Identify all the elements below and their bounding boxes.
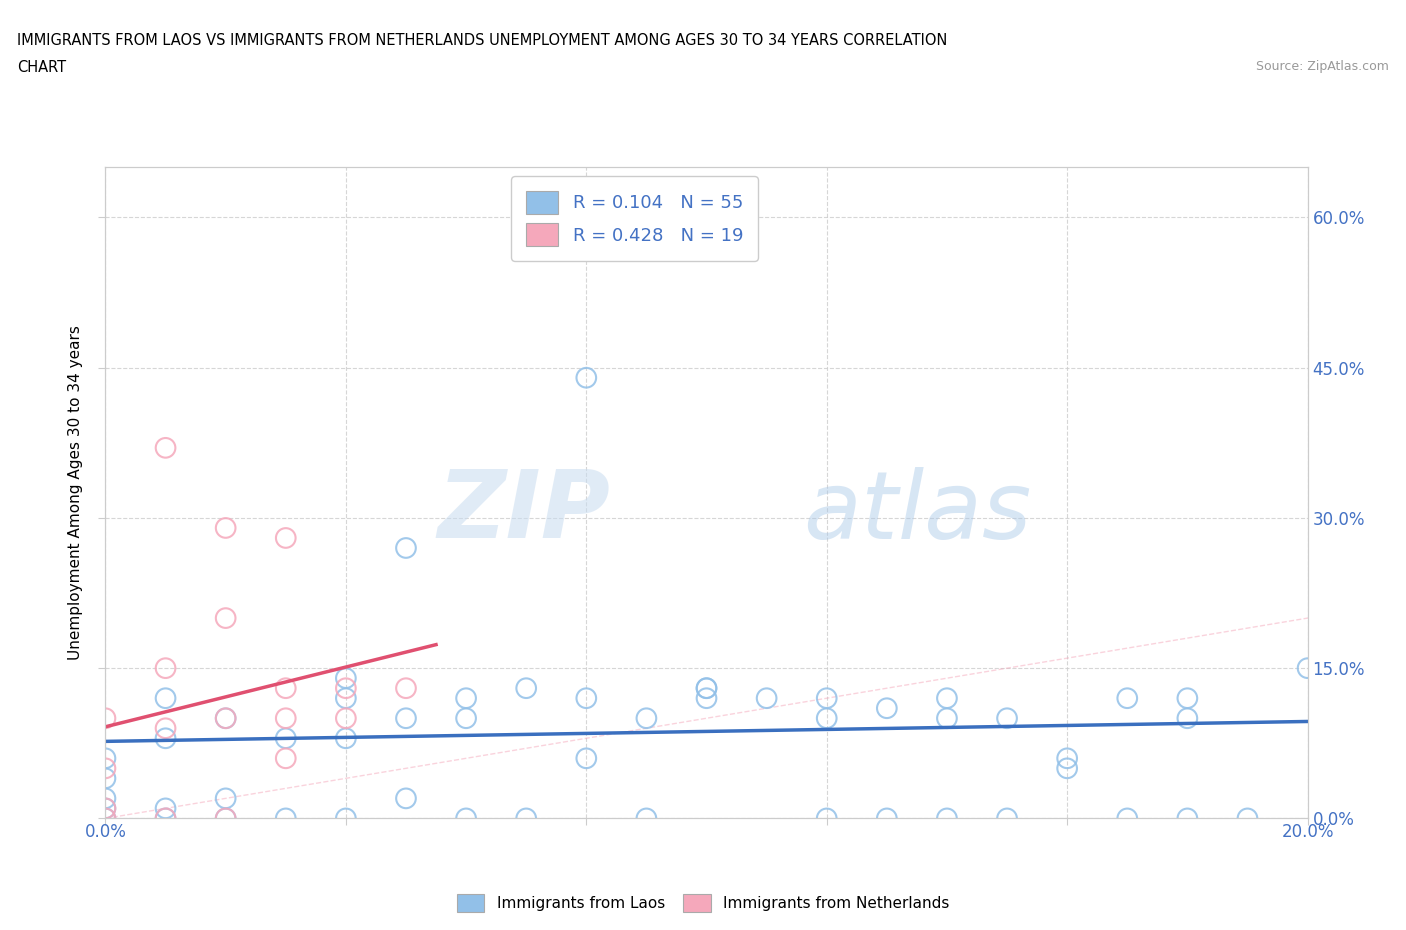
Point [274, 711, 297, 725]
Legend: Immigrants from Laos, Immigrants from Netherlands: Immigrants from Laos, Immigrants from Ne… [451, 888, 955, 918]
Point [815, 811, 838, 826]
Point [94, 751, 117, 765]
Point [1175, 811, 1198, 826]
Point [395, 711, 418, 725]
Text: IMMIGRANTS FROM LAOS VS IMMIGRANTS FROM NETHERLANDS UNEMPLOYMENT AMONG AGES 30 T: IMMIGRANTS FROM LAOS VS IMMIGRANTS FROM … [17, 33, 948, 47]
Point [94, 771, 117, 786]
Point [214, 790, 236, 805]
Point [94, 801, 117, 816]
Point [696, 681, 718, 696]
Point [274, 751, 297, 765]
Text: ZIP: ZIP [437, 467, 610, 558]
Point [214, 711, 236, 725]
Point [94, 761, 117, 776]
Point [936, 811, 959, 826]
Point [214, 811, 236, 826]
Point [335, 811, 357, 826]
Point [1056, 751, 1078, 765]
Point [876, 701, 898, 716]
Point [335, 691, 357, 706]
Point [274, 681, 297, 696]
Point [335, 671, 357, 685]
Point [214, 811, 236, 826]
Point [155, 441, 177, 456]
Point [454, 811, 477, 826]
Point [995, 811, 1018, 826]
Point [335, 711, 357, 725]
Text: Source: ZipAtlas.com: Source: ZipAtlas.com [1256, 60, 1389, 73]
Point [815, 691, 838, 706]
Point [274, 731, 297, 746]
Point [274, 811, 297, 826]
Point [515, 681, 537, 696]
Point [515, 811, 537, 826]
Point [696, 681, 718, 696]
Legend: R = 0.104   N = 55, R = 0.428   N = 19: R = 0.104 N = 55, R = 0.428 N = 19 [512, 177, 758, 260]
Point [696, 691, 718, 706]
Point [214, 521, 236, 536]
Point [155, 801, 177, 816]
Point [155, 721, 177, 736]
Point [155, 691, 177, 706]
Point [335, 731, 357, 746]
Text: atlas: atlas [803, 467, 1031, 558]
Point [94, 811, 117, 826]
Point [1296, 660, 1319, 675]
Point [575, 210, 598, 225]
Point [454, 711, 477, 725]
Point [876, 811, 898, 826]
Y-axis label: Unemployment Among Ages 30 to 34 years: Unemployment Among Ages 30 to 34 years [67, 326, 83, 660]
Point [214, 611, 236, 626]
Point [155, 811, 177, 826]
Point [395, 540, 418, 555]
Point [575, 691, 598, 706]
Point [1175, 691, 1198, 706]
Point [335, 681, 357, 696]
Point [1175, 711, 1198, 725]
Point [94, 790, 117, 805]
Point [575, 370, 598, 385]
Point [94, 801, 117, 816]
Point [274, 530, 297, 545]
Point [936, 691, 959, 706]
Point [815, 711, 838, 725]
Point [155, 731, 177, 746]
Text: 20.0%: 20.0% [1281, 823, 1334, 842]
Point [636, 711, 658, 725]
Text: 0.0%: 0.0% [84, 823, 127, 842]
Point [755, 691, 778, 706]
Point [636, 811, 658, 826]
Point [575, 751, 598, 765]
Point [454, 691, 477, 706]
Point [936, 711, 959, 725]
Text: CHART: CHART [17, 60, 66, 75]
Point [1116, 691, 1139, 706]
Point [1236, 811, 1258, 826]
Point [395, 681, 418, 696]
Point [214, 711, 236, 725]
Point [94, 711, 117, 725]
Point [155, 660, 177, 675]
Point [395, 790, 418, 805]
Point [94, 811, 117, 826]
Point [155, 811, 177, 826]
Point [1116, 811, 1139, 826]
Point [1056, 761, 1078, 776]
Point [995, 711, 1018, 725]
